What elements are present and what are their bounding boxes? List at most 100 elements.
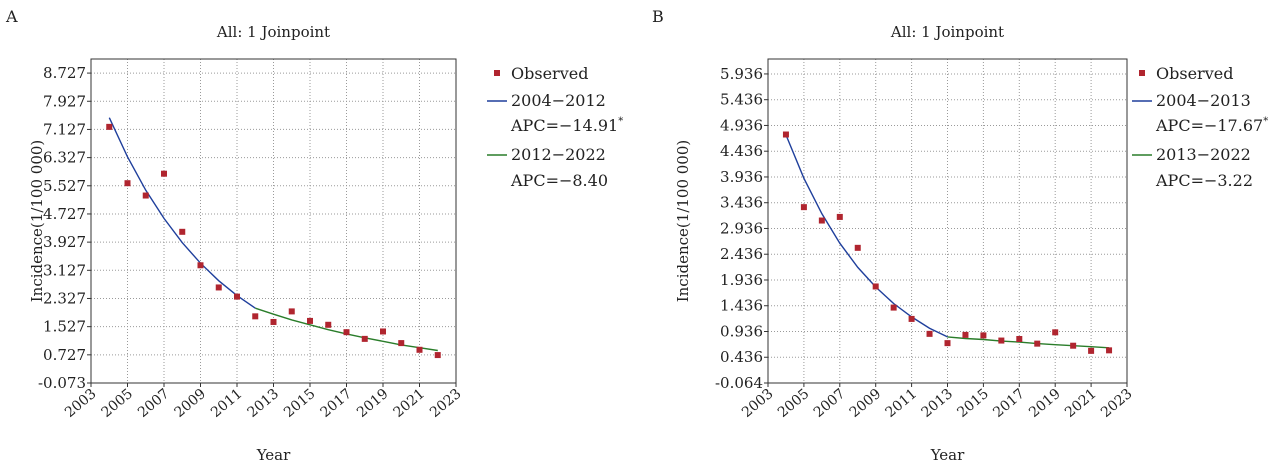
y-tick-label: 8.727 — [43, 64, 86, 82]
y-tick-label: -0.073 — [38, 374, 86, 392]
y-axis-label: Incidence(1/100 000) — [28, 140, 46, 303]
observed-point — [1052, 329, 1059, 336]
segment-2-line — [947, 336, 1110, 349]
y-tick-label: 3.436 — [720, 194, 763, 212]
x-axis-label: Year — [256, 446, 291, 464]
y-tick-label: -0.064 — [715, 374, 763, 392]
legend-segment-2-label: 2013−2022 — [1156, 145, 1251, 164]
observed-point — [361, 335, 368, 342]
observed-point — [343, 329, 350, 336]
x-tick-label: 2013 — [244, 386, 282, 421]
y-tick-label: 3.927 — [43, 233, 86, 251]
panel-b: B All: 1 Joinpoint -0.064 0.436 0.936 1.436 1.… — [652, 7, 1268, 464]
significance-asterisk: * — [618, 116, 623, 127]
x-tick-label: 2007 — [811, 386, 849, 421]
x-tick-label: 2011 — [883, 386, 921, 421]
observed-point — [1070, 342, 1077, 349]
x-tick-label: 2005 — [775, 386, 813, 421]
observed-point — [944, 340, 951, 347]
segment-1-line — [785, 134, 948, 338]
observed-point — [434, 352, 441, 359]
observed-point — [234, 293, 240, 300]
legend-segment-1-apc: APC=−14.91* — [510, 116, 623, 135]
significance-asterisk: * — [1263, 116, 1268, 127]
observed-point — [800, 204, 807, 211]
observed-point — [1034, 340, 1041, 347]
x-tick-label: 2009 — [171, 386, 209, 421]
panel-label: A — [5, 7, 18, 26]
x-tick-label: 2015 — [281, 386, 319, 421]
legend-segment-2-label: 2012−2022 — [511, 145, 606, 164]
x-tick-label: 2017 — [990, 386, 1028, 421]
observed-point — [398, 340, 405, 347]
observed-point — [908, 315, 915, 322]
observed-point — [926, 330, 933, 337]
legend-segment-1-apc: APC=−17.67* — [1155, 116, 1268, 135]
y-tick-label: 3.127 — [43, 261, 86, 279]
observed-point — [197, 262, 204, 269]
x-tick-label: 2007 — [135, 386, 173, 421]
x-tick-label: 2017 — [317, 386, 355, 421]
x-tick-label: 2013 — [918, 386, 956, 421]
observed-point — [1106, 347, 1113, 354]
legend-segment-1-label: 2004−2012 — [511, 91, 606, 110]
x-tick-label: 2015 — [954, 386, 992, 421]
observed-point — [818, 217, 825, 224]
observed-point — [854, 244, 861, 251]
y-tick-label: 0.936 — [720, 322, 763, 340]
observed-point — [1016, 336, 1023, 343]
observed-point — [416, 346, 423, 353]
observed-point — [106, 123, 113, 130]
y-tick-label: 1.527 — [43, 318, 86, 336]
chart-title: All: 1 Joinpoint — [890, 23, 1004, 41]
observed-point — [215, 284, 222, 291]
x-tick-label: 2021 — [390, 386, 428, 421]
chart-title: All: 1 Joinpoint — [216, 23, 330, 41]
y-tick-label: 4.727 — [43, 205, 86, 223]
x-axis-label: Year — [930, 446, 965, 464]
x-tick-label: 2021 — [1062, 386, 1100, 421]
legend-segment-2-apc: APC=−8.40 — [510, 171, 608, 190]
observed-point — [836, 213, 843, 220]
y-tick-label: 7.127 — [43, 120, 86, 138]
y-tick-label: 2.436 — [720, 245, 763, 263]
y-tick-label: 5.527 — [43, 177, 86, 195]
x-tick-label: 2005 — [98, 386, 136, 421]
y-tick-label: 7.927 — [43, 92, 86, 110]
y-tick-label: 3.936 — [720, 168, 763, 186]
legend-observed-marker — [494, 70, 500, 76]
x-tick-label: 2023 — [427, 386, 465, 421]
y-tick-label: 0.727 — [43, 346, 86, 364]
observed-point — [252, 313, 259, 320]
observed-point — [270, 318, 277, 325]
y-axis-label: Incidence(1/100 000) — [674, 140, 692, 303]
legend-observed-label: Observed — [511, 64, 588, 83]
legend-observed-label: Observed — [1156, 64, 1233, 83]
observed-point — [890, 304, 897, 311]
observed-point — [307, 317, 313, 324]
legend-observed-marker — [1139, 70, 1145, 76]
x-tick-label: 2011 — [208, 386, 246, 421]
y-tick-label: 2.936 — [720, 219, 763, 237]
y-tick-label: 4.436 — [720, 142, 763, 160]
observed-point — [288, 308, 295, 315]
y-tick-label: 6.327 — [43, 149, 86, 167]
y-tick-label: 1.436 — [720, 297, 763, 315]
panel-a: A All: 1 Joinpoint -0.073 0.727 1.527 2.327 3.… — [5, 7, 623, 464]
x-tick-label: 2019 — [354, 386, 392, 421]
observed-point — [998, 337, 1005, 344]
observed-point — [124, 180, 131, 187]
y-tick-label: 4.936 — [720, 116, 763, 134]
observed-point — [161, 170, 167, 177]
y-tick-label: 0.436 — [720, 348, 763, 366]
x-tick-label: 2009 — [847, 386, 885, 421]
observed-point — [179, 228, 186, 235]
y-tick-label: 2.327 — [43, 289, 86, 307]
x-tick-label: 2019 — [1026, 386, 1064, 421]
observed-point — [962, 331, 969, 338]
observed-point — [1088, 347, 1095, 354]
observed-point — [380, 328, 386, 335]
observed-point — [325, 321, 332, 328]
y-tick-label: 1.936 — [720, 271, 763, 289]
